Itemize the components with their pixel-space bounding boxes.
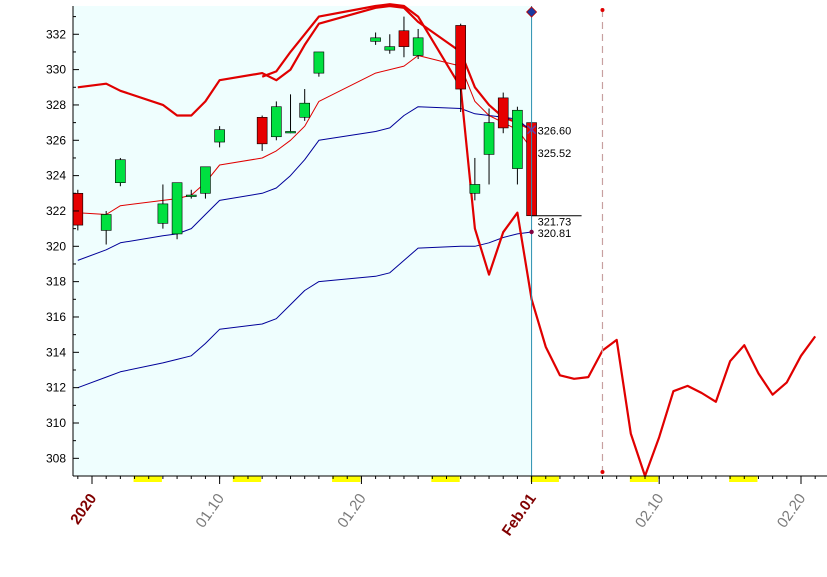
y-tick-label: 320: [46, 239, 66, 253]
candle-body: [157, 203, 169, 224]
candle-body: [100, 214, 112, 231]
candle-body: [497, 97, 509, 129]
y-tick-label: 330: [46, 63, 66, 77]
candle-body: [72, 192, 84, 226]
weekend-marker: [133, 476, 162, 482]
candle-body: [469, 184, 481, 194]
value-label: 326.60: [538, 126, 572, 138]
candle-body: [455, 25, 466, 90]
y-tick-label: 312: [46, 381, 66, 395]
y-tick-label: 318: [46, 275, 66, 289]
upper-value-marker: [527, 125, 537, 135]
value-label: 321.73: [538, 217, 572, 229]
candle-body: [271, 106, 282, 138]
candle-body: [256, 117, 268, 145]
candle-body: [171, 182, 183, 235]
y-tick-label: 328: [46, 98, 66, 112]
y-tick-label: 326: [46, 133, 66, 147]
y-tick-label: 314: [46, 345, 66, 359]
candle-body: [200, 166, 211, 194]
candle-body: [483, 122, 495, 155]
middle-band-line: [77, 106, 532, 261]
weekend-markers: [133, 476, 758, 482]
current-date-marker: [526, 6, 538, 18]
weekend-marker: [431, 476, 460, 482]
value-label: 325.52: [538, 148, 572, 160]
y-tick-label: 308: [46, 451, 66, 465]
candle-body: [384, 46, 396, 51]
candle-body: [398, 30, 410, 47]
candle-body: [299, 102, 311, 118]
weekend-marker: [530, 476, 559, 482]
x-tick-label: 2020: [67, 491, 100, 528]
plot-area: [73, 6, 532, 476]
weekend-marker: [332, 476, 361, 482]
candle-body: [285, 131, 296, 134]
projection-line: [261, 3, 817, 478]
candle-body: [214, 129, 225, 143]
y-tick-label: 332: [46, 27, 66, 41]
candle-body: [115, 159, 126, 183]
date-cursors: [526, 6, 605, 476]
candle-body: [412, 37, 424, 56]
x-tick-label: 01.10: [192, 491, 227, 532]
upper-band-line: [77, 4, 533, 131]
x-tick-label: 02.20: [774, 491, 809, 532]
marker-bottom-dot: [600, 470, 605, 474]
x-tick-label: Feb.01: [499, 491, 540, 540]
x-tick-label: 02.10: [632, 491, 667, 532]
candle-body: [512, 109, 523, 169]
candles: [72, 16, 537, 245]
y-tick-label: 322: [46, 204, 66, 218]
value-label: 320.81: [538, 228, 572, 240]
y-tick-label: 310: [46, 416, 66, 430]
weekend-marker: [232, 476, 262, 482]
y-tick-label: 316: [46, 310, 66, 324]
lower-value-marker: [529, 229, 534, 235]
candle-body: [313, 51, 325, 74]
x-tick-label: 01.20: [334, 491, 369, 532]
marker-top-dot: [600, 8, 605, 12]
y-tick-label: 324: [46, 169, 66, 183]
weekend-marker: [629, 476, 659, 482]
weekend-marker: [729, 476, 758, 482]
candle-body: [185, 194, 197, 197]
candle-body: [370, 37, 381, 42]
